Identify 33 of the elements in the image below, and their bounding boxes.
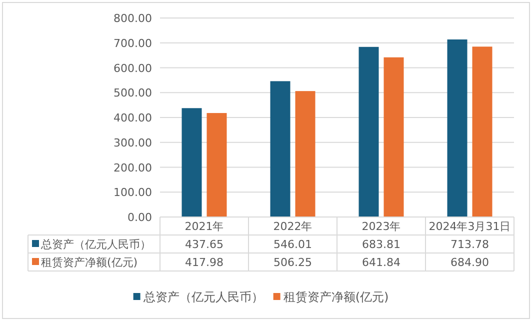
y-tick-label: 400.00	[114, 112, 152, 124]
data-label: 713.78	[450, 238, 489, 251]
bar	[182, 108, 202, 217]
x-tick-label: 2024年3月31日	[428, 220, 511, 233]
y-tick-label: 0.00	[128, 211, 152, 224]
y-tick-label: 600.00	[114, 62, 152, 75]
bar	[358, 46, 379, 217]
y-tick-label: 700.00	[114, 36, 152, 50]
x-tick-label: 2022年	[273, 220, 312, 233]
text: 租赁资产净额(亿元)	[41, 256, 138, 269]
legend-item: 租赁资产净额(亿元)	[273, 290, 389, 304]
legend-label: 总资产（亿元人民币）	[40, 238, 151, 251]
y-tick-label: 200.00	[114, 161, 152, 174]
bar	[472, 46, 492, 217]
data-label: 437.65	[185, 238, 224, 251]
x-tick-label: 2021年	[184, 220, 224, 233]
data-label: 506.25	[274, 256, 312, 269]
y-tick-label: 500.00	[114, 86, 152, 100]
y-tick-label: 300.00	[114, 136, 152, 150]
bar	[447, 39, 468, 217]
bar	[270, 81, 290, 217]
bar	[295, 91, 316, 217]
y-tick-label: 100.00	[114, 186, 152, 200]
bar	[384, 57, 404, 217]
bar	[206, 113, 227, 217]
data-label: 546.01	[274, 238, 312, 251]
data-label: 683.81	[362, 238, 400, 251]
y-tick-label: 800.00	[114, 12, 152, 25]
data-label: 641.84	[362, 256, 400, 269]
x-tick-label: 2023年	[362, 220, 401, 233]
data-label: 417.98	[185, 256, 224, 269]
data-label: 684.90	[450, 256, 489, 269]
legend-item: 总资产（亿元人民币）	[133, 290, 264, 304]
